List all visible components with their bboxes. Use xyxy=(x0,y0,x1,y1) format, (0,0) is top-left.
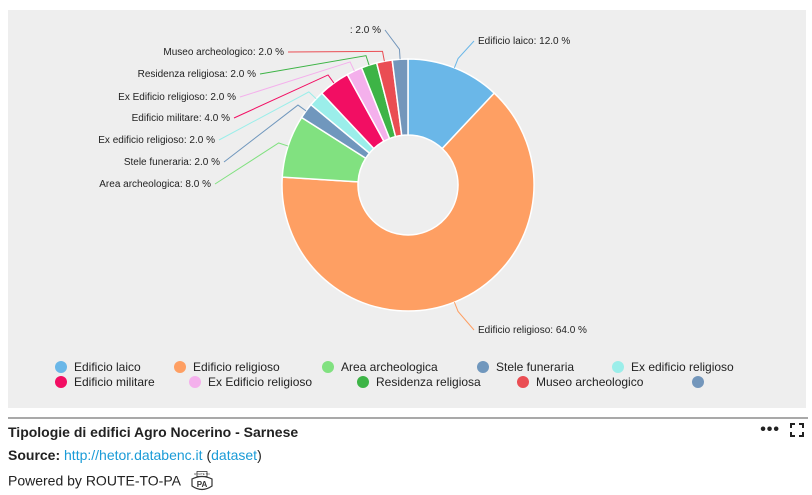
leader-line-6 xyxy=(239,61,355,98)
legend-marker-8[interactable] xyxy=(517,376,529,388)
logo-main-text: PA xyxy=(197,480,208,489)
data-label-0: Edificio laico: 12.0 % xyxy=(478,36,570,47)
data-label-6: Ex Edificio religioso: 2.0 % xyxy=(118,92,236,103)
legend-marker-5[interactable] xyxy=(55,376,67,388)
chart-tools: ••• xyxy=(760,421,804,438)
legend-label-5[interactable]: Edificio militare xyxy=(74,375,155,389)
donut-chart: Edificio laico: 12.0 % Edificio religioso… xyxy=(55,25,734,389)
data-label-8: Museo archeologico: 2.0 % xyxy=(163,47,284,58)
data-label-1: Edificio religioso: 64.0 % xyxy=(478,325,587,336)
slice-1[interactable] xyxy=(281,92,535,312)
legend-marker-9[interactable] xyxy=(692,376,704,388)
chart-panel: Edificio laico: 12.0 % Edificio religioso… xyxy=(8,10,806,408)
leader-line-2 xyxy=(214,142,289,185)
leader-line-4 xyxy=(218,91,317,141)
legend-marker-1[interactable] xyxy=(174,361,186,373)
powered-by-text: Powered by ROUTE-TO-PA xyxy=(8,472,181,489)
powered-by: Powered by ROUTE-TO-PA ROUTE TO PA xyxy=(8,471,214,493)
legend-label-6[interactable]: Ex Edificio religioso xyxy=(208,375,312,389)
legend-label-0[interactable]: Edificio laico xyxy=(74,360,141,374)
legend-label-3[interactable]: Stele funeraria xyxy=(496,360,574,374)
logo-top-text: ROUTE TO xyxy=(194,472,210,476)
legend-label-7[interactable]: Residenza religiosa xyxy=(376,375,481,389)
leader-line-5 xyxy=(233,74,335,119)
leader-line-1 xyxy=(453,301,475,331)
legend-marker-2[interactable] xyxy=(322,361,334,373)
leader-line-9 xyxy=(384,29,401,60)
source-label: Source: xyxy=(8,447,61,463)
data-label-4: Ex edificio religioso: 2.0 % xyxy=(98,135,215,146)
dataset-link[interactable]: dataset xyxy=(211,447,258,463)
slice-9[interactable] xyxy=(391,58,409,137)
source-line: Source: http://hetor.databenc.it (datase… xyxy=(8,447,262,463)
chart-title: Tipologie di edifici Agro Nocerino - Sar… xyxy=(8,424,299,440)
more-options-icon[interactable]: ••• xyxy=(760,421,780,438)
route-to-pa-logo: ROUTE TO PA xyxy=(191,471,213,491)
data-label-5: Edificio militare: 4.0 % xyxy=(132,113,230,124)
legend-marker-3[interactable] xyxy=(477,361,489,373)
leader-line-0 xyxy=(453,40,475,69)
legend-label-1[interactable]: Edificio religioso xyxy=(193,360,280,374)
leader-line-7 xyxy=(259,55,370,75)
legend-marker-6[interactable] xyxy=(189,376,201,388)
fullscreen-icon[interactable] xyxy=(790,423,804,437)
legend-marker-7[interactable] xyxy=(357,376,369,388)
data-label-2: Area archeologica: 8.0 % xyxy=(99,179,211,190)
data-label-7: Residenza religiosa: 2.0 % xyxy=(138,69,257,80)
leader-line-8 xyxy=(287,50,385,62)
legend-label-8[interactable]: Museo archeologico xyxy=(536,375,644,389)
data-label-3: Stele funeraria: 2.0 % xyxy=(124,157,220,168)
legend-label-2[interactable]: Area archeologica xyxy=(341,360,438,374)
legend-marker-0[interactable] xyxy=(55,361,67,373)
legend-label-4[interactable]: Ex edificio religioso xyxy=(631,360,734,374)
legend-marker-4[interactable] xyxy=(612,361,624,373)
source-link[interactable]: http://hetor.databenc.it xyxy=(64,447,203,463)
leader-line-3 xyxy=(223,104,307,163)
data-label-9: : 2.0 % xyxy=(350,25,381,36)
divider xyxy=(8,417,808,419)
